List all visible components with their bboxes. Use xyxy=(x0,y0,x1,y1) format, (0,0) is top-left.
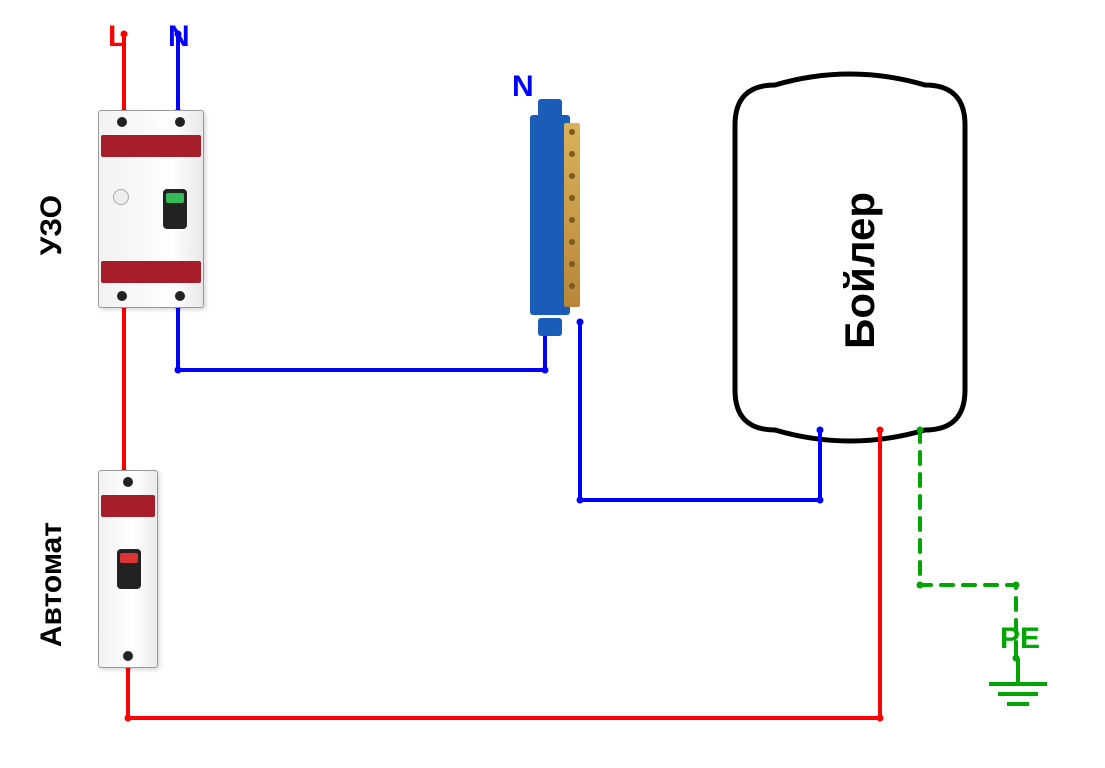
busbar-screw xyxy=(569,217,575,223)
breaker-device xyxy=(98,470,158,668)
label-neutral-supply: N xyxy=(168,20,190,54)
breaker-toggle xyxy=(117,549,141,589)
breaker-terminal-hole xyxy=(123,477,133,487)
label-rcd: УЗО xyxy=(35,195,69,255)
wire-N_rcd_to_busbar xyxy=(178,306,545,370)
wire-node xyxy=(917,427,924,434)
busbar-screw xyxy=(569,239,575,245)
rcd-toggle xyxy=(163,189,187,229)
rcd-brand-band xyxy=(101,261,201,283)
wire-node xyxy=(877,427,884,434)
wire-node xyxy=(817,497,824,504)
rcd-terminal-hole xyxy=(175,117,185,127)
wire-L_breaker_to_boiler xyxy=(128,430,880,718)
rcd-brand-band xyxy=(101,135,201,157)
wire-node xyxy=(175,367,182,374)
rcd-terminal-hole xyxy=(175,291,185,301)
wire-node xyxy=(877,715,884,722)
breaker-terminal-hole xyxy=(123,651,133,661)
busbar-screw xyxy=(569,261,575,267)
breaker-brand-band xyxy=(101,495,155,517)
busbar-screw xyxy=(569,283,575,289)
wire-node xyxy=(1013,582,1020,589)
label-live: L xyxy=(108,20,126,54)
busbar-screw xyxy=(569,195,575,201)
rcd-device xyxy=(98,110,204,308)
busbar-mount xyxy=(538,318,562,336)
wiring-diagram: L N N PE УЗО Автомат Бойлер xyxy=(0,0,1105,768)
label-pe: PE xyxy=(1000,622,1040,656)
rcd-terminal-hole xyxy=(117,117,127,127)
busbar-screw xyxy=(569,173,575,179)
wire-node xyxy=(125,715,132,722)
label-boiler: Бойлер xyxy=(836,192,884,349)
wire-node xyxy=(917,582,924,589)
ground-symbol xyxy=(988,658,1048,718)
wire-node xyxy=(817,427,824,434)
label-breaker: Автомат xyxy=(35,522,69,647)
rcd-test-button xyxy=(113,189,129,205)
wire-node xyxy=(577,497,584,504)
neutral-busbar xyxy=(520,105,600,330)
busbar-screw xyxy=(569,129,575,135)
label-neutral-busbar: N xyxy=(512,70,534,104)
busbar-screw xyxy=(569,151,575,157)
wire-node xyxy=(542,367,549,374)
rcd-terminal-hole xyxy=(117,291,127,301)
